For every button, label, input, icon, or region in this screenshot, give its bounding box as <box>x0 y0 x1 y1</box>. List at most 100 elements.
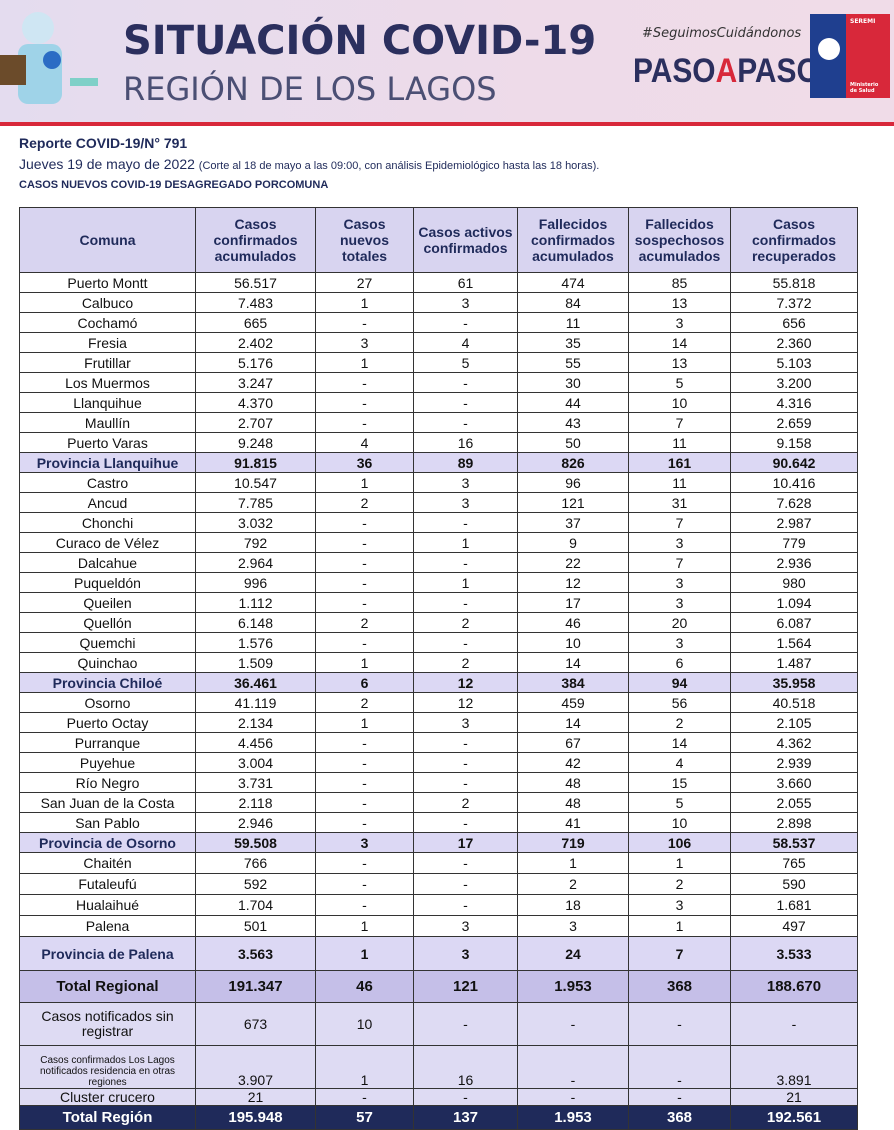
cell: 48 <box>517 792 629 813</box>
cell: - <box>413 632 518 653</box>
cell: 2.946 <box>195 812 316 833</box>
table-row: Casos confirmados Los Lagos notificados … <box>19 1045 858 1089</box>
cell: - <box>517 1045 629 1089</box>
cell: 106 <box>628 832 731 853</box>
cell: 2.402 <box>195 332 316 353</box>
cell: 36.461 <box>195 672 316 693</box>
cell: 191.347 <box>195 970 316 1003</box>
cell: 188.670 <box>730 970 858 1003</box>
cell: 10.547 <box>195 472 316 493</box>
cell: 501 <box>195 915 316 937</box>
cell: - <box>413 772 518 793</box>
table-row: Futaleufú 592- -2 2 590 <box>19 873 858 895</box>
cell: 2.898 <box>730 812 858 833</box>
cell: 14 <box>628 732 731 753</box>
comuna-cell: Maullín <box>19 412 196 433</box>
cell: 996 <box>195 572 316 593</box>
cell: 2 <box>517 873 629 895</box>
cell: 3 <box>628 632 731 653</box>
comuna-cell: Dalcahue <box>19 552 196 573</box>
cell: 11 <box>628 432 731 453</box>
comuna-cell: Curaco de Vélez <box>19 532 196 553</box>
comuna-cell: Castro <box>19 472 196 493</box>
cell: 3.533 <box>730 936 858 971</box>
cell: 2.134 <box>195 712 316 733</box>
cell: 3.731 <box>195 772 316 793</box>
table-row: Puyehue 3.004- -42 4 2.939 <box>19 752 858 773</box>
cell: 2 <box>628 712 731 733</box>
cell: 474 <box>517 272 629 293</box>
cell: 37 <box>517 512 629 533</box>
table-row: Cochamó 665- -11 3 656 <box>19 312 858 333</box>
cell: 2 <box>315 692 414 713</box>
cell: - <box>517 1088 629 1106</box>
cell: 14 <box>517 652 629 673</box>
cell: 3 <box>413 915 518 937</box>
comuna-cell: Hualaihué <box>19 894 196 916</box>
cell: - <box>315 592 414 613</box>
cell: 91.815 <box>195 452 316 473</box>
table-row: San Juan de la Costa 2.118-2 48 5 2.055 <box>19 792 858 813</box>
cell: - <box>628 1045 731 1089</box>
cell: - <box>413 372 518 393</box>
table-row: Osorno 41.119 2 12 459 56 40.518 <box>19 692 858 713</box>
cell: - <box>315 372 414 393</box>
table-row: Hualaihué 1.704- -18 3 1.681 <box>19 894 858 916</box>
cell: - <box>413 812 518 833</box>
comuna-cell: Cluster crucero <box>19 1088 196 1106</box>
cell: 1 <box>628 852 731 874</box>
comuna-cell: Total Regional <box>19 970 196 1003</box>
table-row: Fresia 2.402 3 4 35 14 2.360 <box>19 332 858 353</box>
comuna-cell: Llanquihue <box>19 392 196 413</box>
table-row: Purranque 4.456- -67 14 4.362 <box>19 732 858 753</box>
cell: 10 <box>628 812 731 833</box>
cell: 2.055 <box>730 792 858 813</box>
comuna-cell: Puqueldón <box>19 572 196 593</box>
cell: 1 <box>315 936 414 971</box>
cell: 21 <box>195 1088 316 1106</box>
cell: 4 <box>413 332 518 353</box>
divider <box>0 122 894 126</box>
cell: 6.087 <box>730 612 858 633</box>
cell: - <box>413 512 518 533</box>
header-row: Comuna Casos confirmados acumulados Casos … <box>19 207 858 273</box>
cell: 40.518 <box>730 692 858 713</box>
cell: 41.119 <box>195 692 316 713</box>
cell: 10 <box>315 1002 414 1046</box>
column-header: Comuna <box>19 207 196 273</box>
cell: 2.707 <box>195 412 316 433</box>
data-table: Comuna Casos confirmados acumulados Casos … <box>19 207 858 1130</box>
cell: 2 <box>315 612 414 633</box>
date: Jueves 19 de mayo de 2022 <box>19 156 195 172</box>
cell: 1 <box>315 352 414 373</box>
title-line2: REGIÓN DE LOS LAGOS <box>123 70 497 108</box>
cell: 11 <box>628 472 731 493</box>
cell: 192.561 <box>730 1105 858 1130</box>
cell: - <box>517 1002 629 1046</box>
cell: - <box>413 732 518 753</box>
cell: 121 <box>413 970 518 1003</box>
table-row: Quemchi 1.576- -10 3 1.564 <box>19 632 858 653</box>
cell: - <box>315 873 414 895</box>
cell: 1.509 <box>195 652 316 673</box>
comuna-cell: Palena <box>19 915 196 937</box>
cell: 2.659 <box>730 412 858 433</box>
cell: 3.563 <box>195 936 316 971</box>
cell: 5 <box>628 372 731 393</box>
cell: - <box>413 873 518 895</box>
cell: - <box>413 752 518 773</box>
cell: 7.483 <box>195 292 316 313</box>
cell: 1.953 <box>517 1105 629 1130</box>
gov-logo: SEREMI Ministerio de Salud <box>810 14 890 98</box>
cell: 6 <box>315 672 414 693</box>
cell: 4.316 <box>730 392 858 413</box>
logo-text: SEREMI <box>850 18 876 25</box>
slogan-part: PASO <box>633 52 716 90</box>
cell: 2 <box>315 492 414 513</box>
note: (Corte al 18 de mayo a las 09:00, con an… <box>198 160 600 172</box>
cell: 3 <box>628 894 731 916</box>
cell: 58.537 <box>730 832 858 853</box>
comuna-cell: Frutillar <box>19 352 196 373</box>
cell: 50 <box>517 432 629 453</box>
table-row: Dalcahue 2.964- -22 7 2.936 <box>19 552 858 573</box>
